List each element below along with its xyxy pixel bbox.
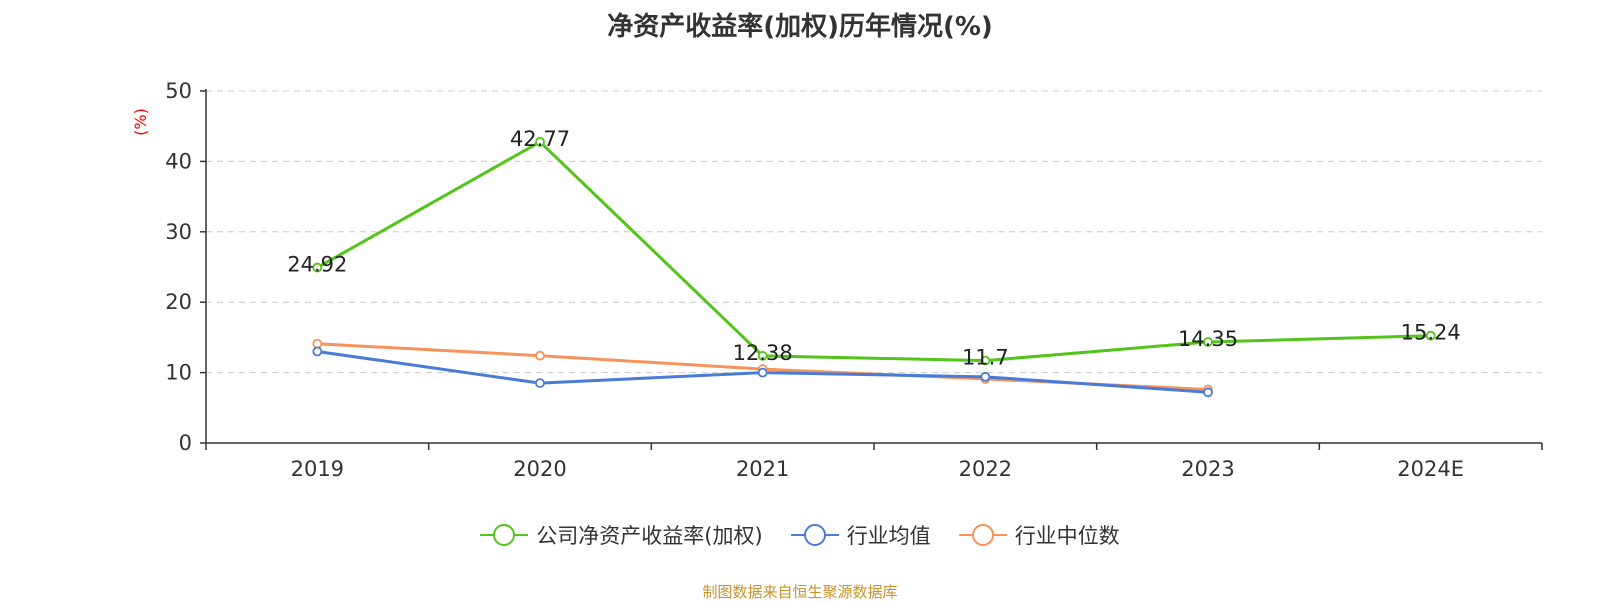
data-labels: 24.92 42.77 12.38 11.7 14.35 15.24 — [287, 127, 1460, 370]
legend-item-2[interactable]: 行业均值 — [790, 520, 931, 550]
y-tick-label: 10 — [165, 361, 192, 385]
data-point — [757, 350, 768, 361]
legend-item-3[interactable]: 行业中位数 — [958, 520, 1120, 550]
x-tick-label: 2023 — [1181, 457, 1234, 481]
data-point — [757, 367, 768, 378]
legend-marker-icon — [958, 524, 1007, 546]
y-tick-label: 20 — [165, 290, 192, 314]
y-tick-label: 30 — [165, 220, 192, 244]
gridlines — [206, 90, 1542, 374]
data-label: 12.38 — [733, 341, 793, 365]
legend: 公司净资产收益率(加权) 行业均值 行业中位数 — [0, 520, 1600, 550]
data-point — [1203, 337, 1213, 347]
series-1 — [312, 136, 1436, 366]
y-tick-label: 50 — [165, 79, 192, 103]
data-point — [535, 136, 545, 147]
legend-marker-icon — [480, 524, 529, 546]
data-label: 24.92 — [287, 253, 347, 277]
data-point — [535, 350, 545, 361]
data-point — [312, 338, 323, 349]
data-point — [1425, 330, 1436, 341]
x-tick-label: 2024E — [1397, 457, 1464, 481]
legend-label: 公司净资产收益率(加权) — [536, 524, 763, 548]
y-axis-label: (%) — [131, 108, 150, 136]
legend-label: 行业均值 — [846, 524, 931, 548]
series-2 — [312, 346, 1213, 398]
x-tick-label: 2021 — [736, 457, 789, 481]
x-tick-label: 2019 — [291, 457, 344, 481]
source-note: 制图数据来自恒生聚源数据库 — [702, 583, 898, 601]
data-label: 42.77 — [510, 127, 570, 151]
data-label: 11.7 — [962, 346, 1009, 370]
series-line — [316, 140, 1431, 363]
data-point — [980, 371, 991, 382]
y-tick-label: 40 — [165, 149, 192, 173]
legend-label: 行业中位数 — [1014, 524, 1120, 548]
data-point — [312, 262, 323, 273]
legend-item-1[interactable]: 公司净资产收益率(加权) — [480, 520, 763, 550]
legend-marker-icon — [790, 524, 839, 546]
y-tick-label: 0 — [179, 431, 192, 455]
data-point — [980, 355, 991, 366]
data-point — [1203, 387, 1213, 398]
series — [312, 136, 1436, 398]
x-tick-label: 2020 — [513, 457, 566, 481]
data-point — [535, 378, 545, 389]
axes: 0 10 20 30 40 50 2019 2020 2021 2022 2023 2024E — [165, 79, 1543, 481]
data-label: 14.35 — [1178, 327, 1238, 351]
x-tick-label: 2022 — [959, 457, 1012, 481]
data-label: 15.24 — [1401, 321, 1461, 345]
data-point — [312, 346, 323, 357]
chart-title: 净资产收益率(加权)历年情况(%) — [607, 12, 993, 42]
